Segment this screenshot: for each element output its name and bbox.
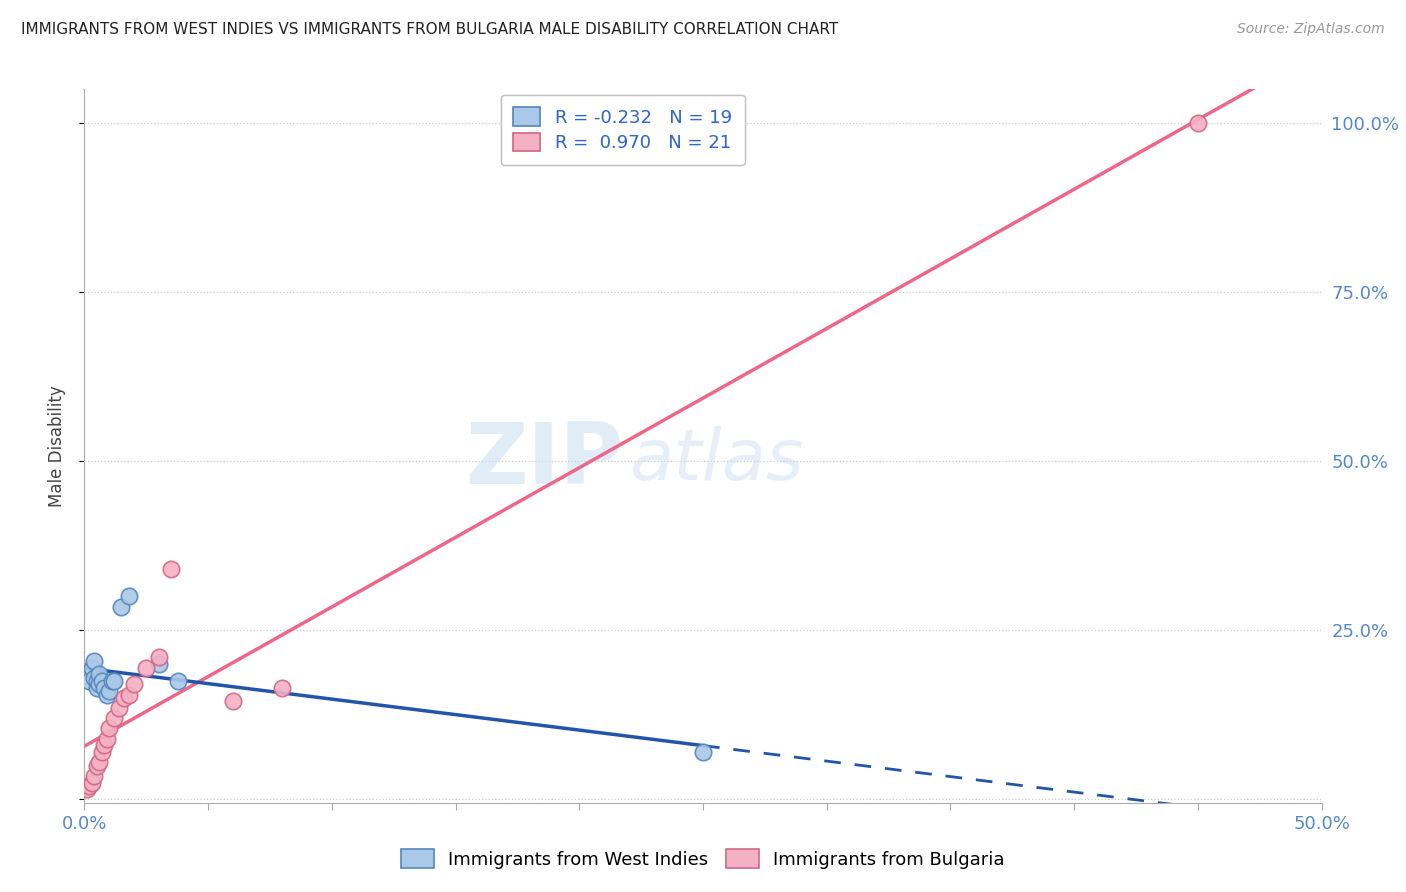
Point [160,562,183,576]
Legend: R = -0.232   N = 19, R =  0.970   N = 21: R = -0.232 N = 19, R = 0.970 N = 21 [501,95,745,165]
Text: atlas: atlas [628,425,803,495]
Point [135,660,157,674]
Point [93,681,115,695]
Point [148,657,170,672]
Point [90,745,112,759]
Point [271,681,294,695]
Point [89,667,111,681]
Point [118,688,141,702]
Point [83,654,105,668]
Point [86,674,108,689]
Point [108,701,131,715]
Point [96,731,118,746]
Text: Source: ZipAtlas.com: Source: ZipAtlas.com [1237,22,1385,37]
Point [112,690,135,705]
Point [96,688,118,702]
Point [100,674,122,689]
Point [167,674,190,689]
Point [89,756,111,770]
Point [79,779,101,793]
Point [89,677,111,691]
Point [98,722,121,736]
Point [1187,116,1209,130]
Point [692,745,714,759]
Point [80,660,103,674]
Point [118,590,141,604]
Point [83,671,105,685]
Point [103,711,125,725]
Text: ZIP: ZIP [465,418,623,502]
Point [86,681,108,695]
Point [122,677,145,691]
Point [76,782,98,797]
Point [98,684,121,698]
Y-axis label: Male Disability: Male Disability [48,385,66,507]
Point [86,758,108,772]
Point [80,775,103,789]
Point [90,674,112,689]
Point [222,694,245,708]
Point [148,650,170,665]
Legend: Immigrants from West Indies, Immigrants from Bulgaria: Immigrants from West Indies, Immigrants … [394,842,1012,876]
Point [83,769,105,783]
Point [79,674,101,689]
Text: IMMIGRANTS FROM WEST INDIES VS IMMIGRANTS FROM BULGARIA MALE DISABILITY CORRELAT: IMMIGRANTS FROM WEST INDIES VS IMMIGRANT… [21,22,838,37]
Point [103,674,125,689]
Point [110,599,132,614]
Point [93,739,115,753]
